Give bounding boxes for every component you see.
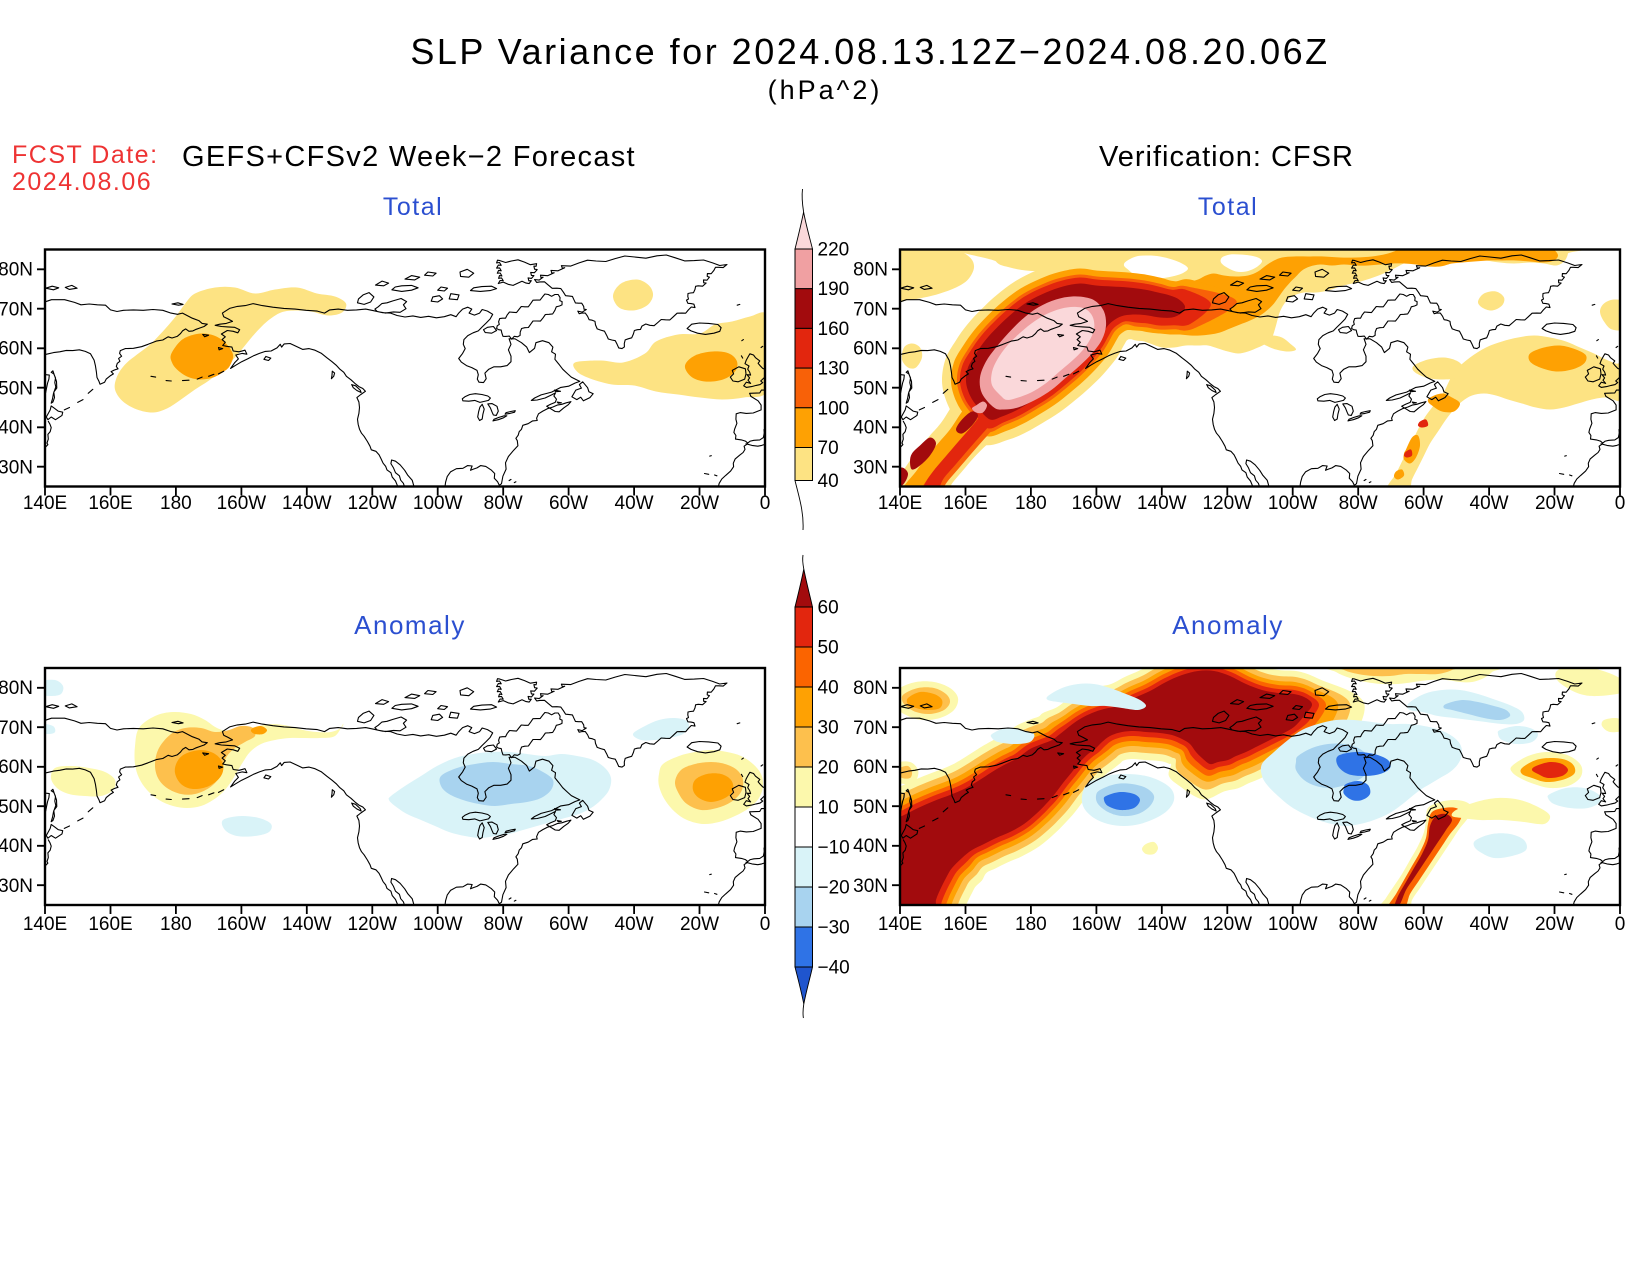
svg-text:60W: 60W xyxy=(549,914,588,935)
svg-text:140E: 140E xyxy=(23,914,67,935)
svg-text:190: 190 xyxy=(818,279,850,300)
svg-text:160E: 160E xyxy=(88,493,132,514)
svg-text:10: 10 xyxy=(818,798,839,819)
svg-text:−20: −20 xyxy=(818,878,850,899)
svg-text:20: 20 xyxy=(818,758,839,779)
svg-text:50N: 50N xyxy=(0,797,33,818)
svg-text:160E: 160E xyxy=(943,493,987,514)
svg-text:50: 50 xyxy=(818,638,839,659)
svg-text:40N: 40N xyxy=(0,418,33,439)
svg-text:60W: 60W xyxy=(1404,493,1443,514)
svg-text:Total: Total xyxy=(383,193,443,221)
svg-text:80W: 80W xyxy=(1339,493,1378,514)
svg-text:60N: 60N xyxy=(853,339,888,360)
svg-text:160E: 160E xyxy=(88,914,132,935)
svg-text:60W: 60W xyxy=(1404,914,1443,935)
svg-text:2024.08.06: 2024.08.06 xyxy=(12,168,152,196)
svg-text:30N: 30N xyxy=(0,876,33,897)
svg-text:50N: 50N xyxy=(0,378,33,399)
svg-text:80W: 80W xyxy=(484,914,523,935)
svg-text:80N: 80N xyxy=(853,678,888,699)
svg-text:20W: 20W xyxy=(680,493,719,514)
svg-text:Total: Total xyxy=(1198,193,1258,221)
svg-text:100: 100 xyxy=(818,398,850,419)
svg-text:70N: 70N xyxy=(853,718,888,739)
svg-text:40: 40 xyxy=(818,678,839,699)
svg-text:40N: 40N xyxy=(853,418,888,439)
svg-text:80N: 80N xyxy=(0,260,33,281)
svg-text:100W: 100W xyxy=(413,493,463,514)
svg-text:30N: 30N xyxy=(0,457,33,478)
svg-text:GEFS+CFSv2 Week−2 Forecast: GEFS+CFSv2 Week−2 Forecast xyxy=(182,141,636,173)
svg-text:50N: 50N xyxy=(853,378,888,399)
svg-text:40W: 40W xyxy=(1470,493,1509,514)
svg-text:0: 0 xyxy=(1615,914,1626,935)
svg-text:−30: −30 xyxy=(818,918,850,939)
svg-text:40W: 40W xyxy=(615,493,654,514)
svg-text:60N: 60N xyxy=(0,339,33,360)
svg-text:160W: 160W xyxy=(217,914,267,935)
svg-text:100W: 100W xyxy=(1268,914,1318,935)
svg-text:130: 130 xyxy=(818,359,850,380)
svg-text:0: 0 xyxy=(1615,493,1626,514)
svg-text:160W: 160W xyxy=(1072,914,1122,935)
svg-text:140E: 140E xyxy=(878,914,922,935)
svg-text:0: 0 xyxy=(760,493,771,514)
svg-text:140W: 140W xyxy=(282,914,332,935)
svg-text:160: 160 xyxy=(818,319,850,340)
svg-text:120W: 120W xyxy=(347,493,397,514)
svg-text:40W: 40W xyxy=(615,914,654,935)
svg-text:120W: 120W xyxy=(1202,493,1252,514)
svg-text:70N: 70N xyxy=(0,718,33,739)
svg-text:30: 30 xyxy=(818,718,839,739)
svg-text:80W: 80W xyxy=(484,493,523,514)
svg-text:140E: 140E xyxy=(878,493,922,514)
svg-text:100W: 100W xyxy=(1268,493,1318,514)
svg-text:140W: 140W xyxy=(282,493,332,514)
svg-text:70N: 70N xyxy=(0,299,33,320)
svg-text:70: 70 xyxy=(818,438,839,459)
svg-text:180: 180 xyxy=(1015,914,1047,935)
svg-text:120W: 120W xyxy=(347,914,397,935)
svg-text:Anomaly: Anomaly xyxy=(1172,610,1284,640)
svg-text:80W: 80W xyxy=(1339,914,1378,935)
svg-text:160W: 160W xyxy=(1072,493,1122,514)
svg-text:60: 60 xyxy=(818,598,839,619)
svg-text:20W: 20W xyxy=(680,914,719,935)
svg-text:−40: −40 xyxy=(818,958,850,979)
svg-text:−10: −10 xyxy=(818,838,850,859)
svg-text:50N: 50N xyxy=(853,797,888,818)
svg-text:160W: 160W xyxy=(217,493,267,514)
svg-text:SLP Variance for 2024.08.13.12: SLP Variance for 2024.08.13.12Z−2024.08.… xyxy=(410,31,1329,72)
svg-text:120W: 120W xyxy=(1202,914,1252,935)
svg-text:140W: 140W xyxy=(1137,493,1187,514)
svg-text:60W: 60W xyxy=(549,493,588,514)
svg-text:40N: 40N xyxy=(0,836,33,857)
svg-text:140W: 140W xyxy=(1137,914,1187,935)
svg-text:(hPa^2): (hPa^2) xyxy=(768,75,883,105)
svg-text:220: 220 xyxy=(818,240,850,261)
svg-text:100W: 100W xyxy=(413,914,463,935)
svg-text:80N: 80N xyxy=(853,260,888,281)
svg-text:40N: 40N xyxy=(853,836,888,857)
svg-text:30N: 30N xyxy=(853,876,888,897)
svg-text:60N: 60N xyxy=(0,757,33,778)
svg-text:40: 40 xyxy=(818,471,839,492)
svg-text:20W: 20W xyxy=(1535,914,1574,935)
svg-text:20W: 20W xyxy=(1535,493,1574,514)
svg-text:180: 180 xyxy=(160,914,192,935)
svg-text:70N: 70N xyxy=(853,299,888,320)
svg-text:60N: 60N xyxy=(853,757,888,778)
svg-text:Verification: CFSR: Verification: CFSR xyxy=(1099,141,1354,173)
svg-text:40W: 40W xyxy=(1470,914,1509,935)
svg-text:160E: 160E xyxy=(943,914,987,935)
svg-text:180: 180 xyxy=(1015,493,1047,514)
svg-text:30N: 30N xyxy=(853,457,888,478)
svg-text:140E: 140E xyxy=(23,493,67,514)
svg-text:0: 0 xyxy=(760,914,771,935)
svg-text:FCST Date:: FCST Date: xyxy=(12,141,159,169)
svg-text:180: 180 xyxy=(160,493,192,514)
svg-text:80N: 80N xyxy=(0,678,33,699)
svg-text:Anomaly: Anomaly xyxy=(354,610,466,640)
